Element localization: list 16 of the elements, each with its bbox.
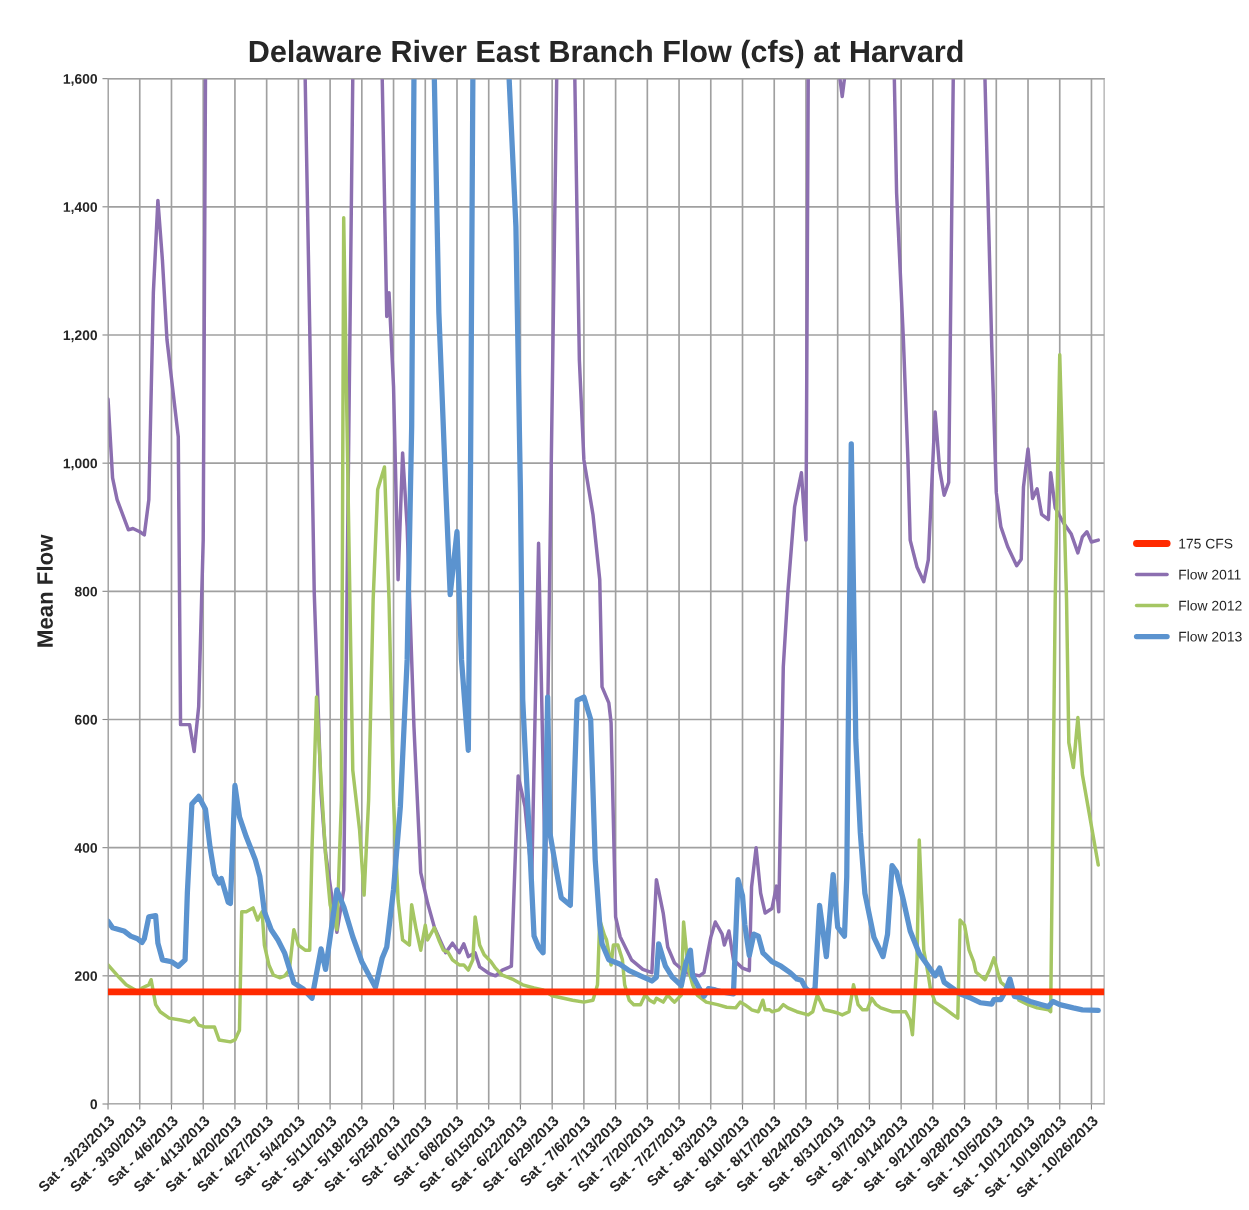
legend-label: Flow 2012 — [1179, 600, 1242, 611]
y-tick-label: 1,000 — [63, 458, 98, 471]
line-series — [108, 215, 1100, 1044]
y-axis-title: Mean Flow — [36, 534, 53, 647]
y-tick-label: 600 — [74, 714, 98, 725]
y-tick-label: 1,600 — [63, 73, 98, 86]
legend-label: Flow 2011 — [1179, 569, 1241, 580]
y-tick-label: 1,400 — [63, 202, 98, 214]
legend-label: 175 CFS — [1179, 538, 1233, 549]
y-tick-label: 0 — [90, 1099, 98, 1110]
y-tick-label: 200 — [74, 971, 98, 981]
y-tick-label: 400 — [74, 843, 98, 853]
legend-label: Flow 2013 — [1179, 631, 1242, 642]
y-tick-label: 1,200 — [63, 330, 98, 343]
y-tick-label: 800 — [74, 586, 98, 597]
chart-title: Delaware River East Branch Flow (cfs) at Harvard — [249, 39, 963, 69]
